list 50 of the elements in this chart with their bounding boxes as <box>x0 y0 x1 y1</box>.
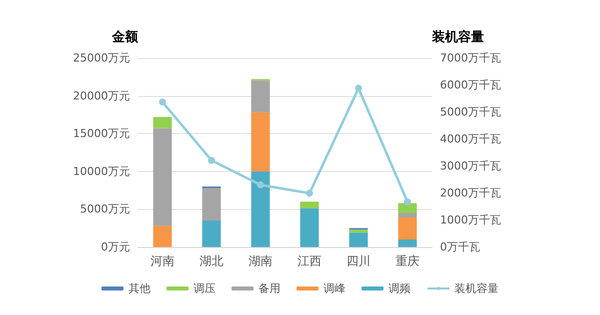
legend-label: 装机容量 <box>454 282 498 295</box>
bar <box>349 232 368 247</box>
y2-tick-label: 3000万千瓦 <box>440 160 501 172</box>
bar <box>202 220 221 247</box>
y-tick-label: 25000万元 <box>73 52 130 64</box>
y-tick-label: 10000万元 <box>73 164 130 178</box>
x-tick-label: 四川 <box>346 254 370 268</box>
y2-tick-label: 0万千瓦 <box>440 240 480 254</box>
point <box>306 190 313 197</box>
bar <box>251 112 270 172</box>
x-tick-label: 江西 <box>298 254 322 268</box>
y2-tick-label: 7000万千瓦 <box>440 52 501 64</box>
point <box>208 156 215 164</box>
y2-tick-label: 2000万千瓦 <box>440 186 501 200</box>
bar <box>251 171 270 247</box>
bar <box>398 212 417 218</box>
y-tick-label: 0万元 <box>101 240 130 254</box>
legend-label: 调频 <box>388 282 410 295</box>
y2-tick-label: 1000万千瓦 <box>440 214 501 226</box>
bar <box>251 80 270 112</box>
bar <box>153 116 172 128</box>
bar <box>398 239 417 247</box>
point <box>257 181 264 188</box>
bar <box>202 188 221 221</box>
legend-label: 其他 <box>128 282 150 295</box>
point <box>159 98 166 106</box>
x-tick-label: 湖北 <box>200 254 224 268</box>
y-tick-label: 20000万元 <box>73 89 130 102</box>
x-tick-label: 湖南 <box>248 254 272 268</box>
x-tick-label: 重庆 <box>396 254 420 268</box>
bar <box>153 128 172 226</box>
y2-tick-label: 4000万千瓦 <box>440 132 501 146</box>
legend-label: 调峰 <box>324 282 346 295</box>
legend-label: 备用 <box>258 282 280 295</box>
bar <box>398 218 417 240</box>
point <box>404 198 411 206</box>
y-tick-label: 5000万元 <box>80 202 130 216</box>
y2-tick-label: 6000万千瓦 <box>440 78 501 92</box>
y-axis-title: 金额 <box>111 29 139 45</box>
legend-label: 调压 <box>194 282 216 295</box>
y-tick-label: 15000万元 <box>73 127 130 140</box>
bar <box>153 226 172 247</box>
bar <box>349 230 368 233</box>
y2-tick-label: 5000万千瓦 <box>440 106 501 118</box>
x-tick-label: 河南 <box>150 254 174 268</box>
y2-axis-title: 装机容量 <box>431 29 484 45</box>
bar <box>398 203 417 213</box>
bar <box>300 202 319 208</box>
bar <box>300 208 319 247</box>
point <box>355 84 362 92</box>
